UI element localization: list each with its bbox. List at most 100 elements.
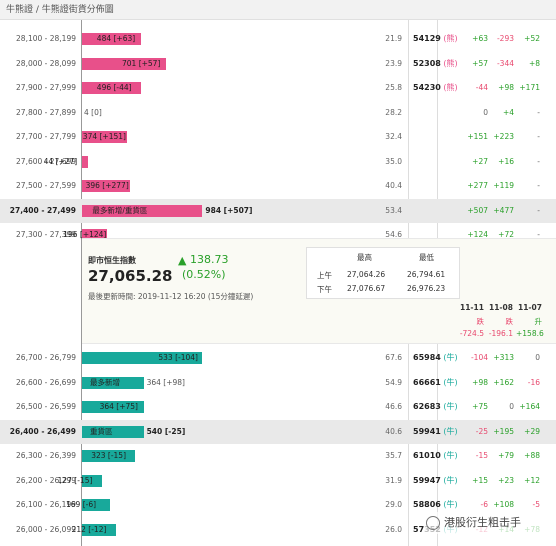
last-updated: 最後更新時間: 2019-11-12 16:20 (15分鐘延遲): [88, 292, 254, 301]
bar-value-label: 170 [-15]: [66, 542, 101, 546]
high-header: 最高: [357, 253, 372, 262]
table-row: 26,100 - 26,199 169 [-6] 29.0 58806 (牛) -6 +1…: [0, 493, 556, 517]
bull-bar: 最多新增/重貨區: [82, 204, 203, 217]
warrant-code-link[interactable]: 61010 (牛): [413, 444, 458, 468]
change-cell: -344: [496, 58, 514, 68]
change-cell: -104: [470, 353, 488, 362]
warrant-type: (牛): [440, 353, 458, 362]
warrant-type: (熊): [440, 34, 458, 43]
change-cell: +23: [498, 475, 514, 485]
percent-cell: 53.4: [385, 205, 402, 215]
bar-value-label: 540 [-25]: [146, 426, 186, 436]
bar-value-label: 396 [+277]: [85, 181, 129, 190]
index-change-pct: (0.52%): [182, 268, 226, 281]
percent-cell: 54.9: [385, 377, 402, 387]
table-row: 27,800 - 27,899 4 [0] 28.2 0 +4 -: [0, 101, 556, 125]
session-low: 26,794.61: [407, 270, 446, 279]
warrant-code[interactable]: 66661: [413, 377, 441, 387]
range-label: 27,400 - 27,499: [9, 205, 76, 215]
range-label: 25,900 - 25,999: [0, 542, 76, 546]
warrant-code-link[interactable]: 54230 (熊): [413, 76, 458, 100]
change-cell: +8: [528, 58, 540, 68]
table-row: 27,500 - 27,599 396 [+277] 40.4 +277 +119 -: [0, 174, 556, 198]
change-cell: +27: [472, 156, 488, 166]
index-name: 即市恒生指數: [88, 256, 136, 265]
warrant-code-link[interactable]: 59941 (牛): [413, 420, 458, 444]
change-cell: -: [537, 132, 540, 141]
warrant-code-link[interactable]: 58810 (牛): [413, 542, 458, 546]
bar-value-label: 44 [+27]: [43, 156, 78, 166]
bar-value-label: 496 [-44]: [96, 83, 132, 92]
bear-bar: 重貨區: [82, 425, 144, 438]
change-cell: +11: [516, 542, 540, 546]
bear-bar: [82, 352, 203, 364]
percent-cell: 32.4: [385, 132, 402, 141]
warrant-code-link[interactable]: 52308 (熊): [413, 52, 458, 76]
axis-line: [81, 20, 82, 546]
table-row: 28,000 - 28,099 701 [+57] 23.9 52308 (熊) +57…: [0, 52, 556, 76]
bull-bar: [82, 57, 166, 70]
change-cell: +15: [472, 475, 488, 485]
warrant-code[interactable]: 59941: [413, 426, 441, 436]
warrant-code[interactable]: 65984: [413, 353, 441, 362]
warrant-code-link[interactable]: 54129 (熊): [413, 27, 458, 51]
bar-value-label: 212 [-12]: [71, 524, 107, 534]
change-cell: -16: [527, 377, 540, 387]
warrant-code[interactable]: 61010: [413, 451, 441, 460]
change-cell: +16: [498, 156, 514, 166]
percent-cell: 26.0: [385, 524, 402, 534]
change-cell: -6: [480, 500, 488, 509]
warrant-code-link[interactable]: 62683 (牛): [413, 395, 458, 419]
range-label: 26,600 - 26,699: [16, 377, 76, 387]
change-cell: +57: [472, 58, 488, 68]
warrant-type: (牛): [440, 475, 458, 485]
warrant-code[interactable]: 62683: [413, 402, 441, 411]
warrant-code-link[interactable]: 59947 (牛): [413, 469, 458, 493]
warrant-code[interactable]: 54129: [413, 34, 441, 43]
range-label: 26,100 - 26,199: [16, 500, 76, 509]
warrant-code[interactable]: 59947: [413, 475, 441, 485]
change-cell: 0: [535, 353, 540, 362]
table-row: 26,300 - 26,399 323 [-15] 35.7 61010 (牛) -15…: [0, 444, 556, 468]
table-row: 27,400 - 27,499 最多新增/重貨區 984 [+507] 53.4 +50…: [0, 198, 556, 223]
warrant-code-link[interactable]: 65984 (牛): [413, 346, 458, 370]
table-row: 26,700 - 26,799 533 [-104] 67.6 65984 (牛) -1…: [0, 346, 556, 370]
warrant-code-link[interactable]: 58806 (牛): [413, 493, 458, 517]
warrant-code[interactable]: 54230: [413, 83, 441, 92]
range-label: 26,400 - 26,499: [9, 426, 76, 436]
percent-cell: 54.6: [385, 230, 402, 239]
change-cell: +75: [472, 402, 488, 411]
change-cell: +124: [467, 230, 488, 239]
change-cell: -: [537, 156, 540, 166]
warrant-type: (牛): [440, 451, 458, 460]
change-cell: +72: [498, 230, 514, 239]
change-cell: +151: [467, 132, 488, 141]
bar-value-label: 701 [+57]: [122, 58, 161, 68]
table-row: 26,600 - 26,699 最多新增 364 [+98] 54.9 66661 (牛…: [0, 371, 556, 395]
table-row: 26,400 - 26,499 重貨區 540 [-25] 40.6 59941 (牛)…: [0, 419, 556, 444]
summary-direction: 升: [534, 317, 543, 326]
warrant-code[interactable]: 58806: [413, 500, 441, 509]
warrant-type: (熊): [440, 58, 458, 68]
bear-bar: [82, 450, 136, 462]
change-cell: +4: [502, 107, 514, 117]
bear-bar: [82, 401, 144, 413]
change-cell: -293: [496, 34, 514, 43]
summary-date: 11-11: [460, 303, 484, 312]
warrant-type: (牛): [440, 402, 458, 411]
bar-annotation: 重貨區: [90, 426, 113, 436]
warrant-code-link[interactable]: 66661 (牛): [413, 371, 458, 395]
change-cell: 0: [483, 107, 488, 117]
bar-value-label: 364 [+75]: [99, 402, 138, 411]
summary-value: +158.6: [516, 329, 544, 338]
change-cell: -15: [464, 542, 488, 546]
index-change: 138.73: [190, 253, 229, 266]
summary-date: 11-07: [518, 303, 542, 312]
change-cell: +29: [524, 426, 540, 436]
range-label: 26,700 - 26,799: [16, 353, 76, 362]
bar-value-label: 364 [+98]: [146, 377, 185, 387]
change-cell: +63: [472, 34, 488, 43]
summary-direction: 跌: [476, 317, 485, 326]
warrant-code[interactable]: 52308: [413, 58, 441, 68]
bar-value-label: 323 [-15]: [91, 451, 126, 460]
